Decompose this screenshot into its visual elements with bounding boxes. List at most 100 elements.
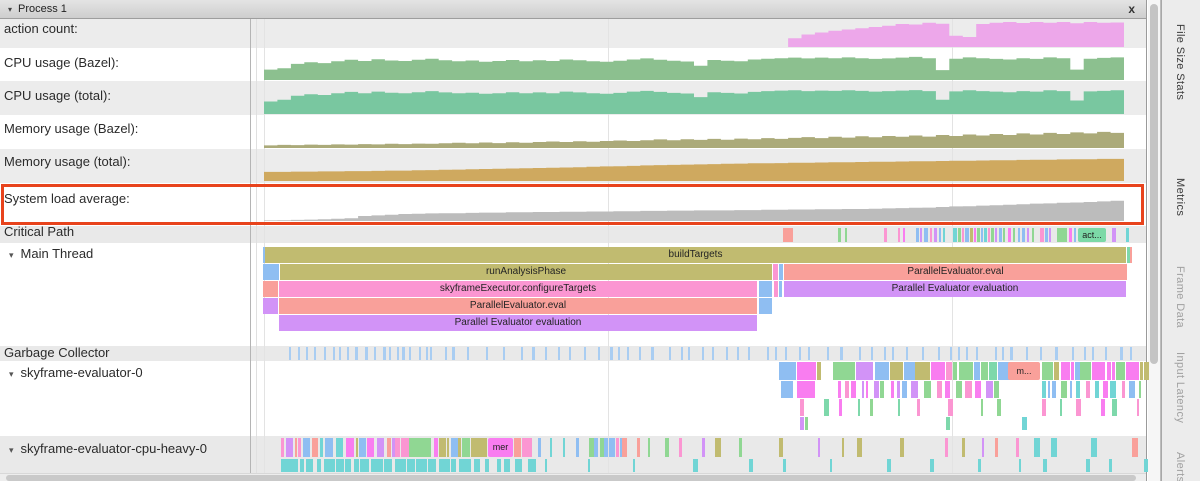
trace-tick[interactable]	[833, 362, 855, 380]
area-chart-5[interactable]	[264, 193, 1124, 221]
trace-tick[interactable]	[840, 347, 843, 360]
trace-tick[interactable]	[701, 347, 705, 360]
trace-tick[interactable]	[336, 459, 345, 472]
trace-tick[interactable]	[924, 381, 931, 398]
expander-triangle-icon[interactable]: ▾	[9, 369, 14, 379]
trace-tick[interactable]	[514, 459, 522, 472]
trace-tick[interactable]	[958, 362, 974, 380]
area-chart-3[interactable]	[264, 122, 1124, 148]
trace-tick[interactable]	[1130, 347, 1133, 360]
trace-tick[interactable]	[783, 228, 793, 242]
trace-tick[interactable]	[627, 347, 630, 360]
trace-tick[interactable]	[344, 459, 352, 472]
trace-tick[interactable]	[817, 362, 821, 380]
trace-slice[interactable]: ParallelEvaluator.eval	[784, 264, 1127, 280]
trace-tick[interactable]	[1144, 459, 1149, 472]
trace-tick[interactable]	[1083, 347, 1086, 360]
trace-tick[interactable]	[1112, 228, 1116, 242]
trace-tick[interactable]	[1085, 459, 1091, 472]
trace-tick[interactable]	[1080, 362, 1091, 380]
trace-tick[interactable]	[562, 438, 566, 457]
trace-tick[interactable]	[503, 347, 506, 360]
trace-tick[interactable]	[922, 347, 925, 360]
trace-tick[interactable]	[295, 438, 298, 457]
trace-tick[interactable]	[419, 347, 422, 360]
trace-tick[interactable]	[438, 438, 446, 457]
tab-file-size-stats[interactable]: File Size Stats	[1174, 24, 1186, 101]
trace-tick[interactable]	[538, 438, 542, 457]
trace-tick[interactable]	[486, 347, 489, 360]
trace-tick[interactable]	[446, 438, 449, 457]
trace-tick[interactable]	[452, 347, 455, 360]
trace-tick[interactable]	[1045, 228, 1048, 242]
trace-tick[interactable]	[995, 438, 998, 457]
trace-tick[interactable]	[497, 459, 501, 472]
trace-tick[interactable]	[416, 459, 427, 472]
trace-tick[interactable]	[839, 399, 843, 416]
trace-tick[interactable]	[958, 228, 961, 242]
trace-tick[interactable]	[1076, 381, 1081, 398]
trace-tick[interactable]	[997, 362, 1011, 380]
process-header[interactable]: ▾ Process 1 x	[0, 0, 1146, 19]
trace-tick[interactable]	[991, 228, 994, 242]
trace-tick[interactable]	[920, 228, 922, 242]
trace-slice[interactable]: buildTargets	[265, 247, 1126, 263]
trace-tick[interactable]	[366, 438, 374, 457]
trace-tick[interactable]	[857, 399, 861, 416]
trace-tick[interactable]	[1032, 228, 1034, 242]
trace-tick[interactable]	[774, 281, 778, 297]
trace-tick[interactable]	[1049, 228, 1051, 242]
trace-tick[interactable]	[945, 438, 948, 457]
trace-tick[interactable]	[931, 362, 945, 380]
trace-tick[interactable]	[289, 347, 292, 360]
trace-tick[interactable]	[1139, 362, 1144, 380]
trace-tick[interactable]	[829, 459, 832, 472]
trace-tick[interactable]	[520, 347, 524, 360]
trace-tick[interactable]	[388, 347, 392, 360]
trace-tick[interactable]	[639, 347, 642, 360]
trace-tick[interactable]	[401, 438, 410, 457]
trace-tick[interactable]	[407, 459, 415, 472]
trace-tick[interactable]	[622, 438, 627, 457]
trace-tick[interactable]	[1057, 228, 1067, 242]
trace-tick[interactable]	[392, 438, 395, 457]
trace-tick[interactable]	[616, 438, 620, 457]
trace-tick[interactable]	[466, 347, 470, 360]
trace-tick[interactable]	[988, 228, 990, 242]
trace-tick[interactable]	[747, 347, 751, 360]
trace-tick[interactable]	[1136, 399, 1139, 416]
trace-tick[interactable]	[316, 459, 321, 472]
trace-tick[interactable]	[953, 228, 957, 242]
trace-tick[interactable]	[384, 459, 392, 472]
trace-tick[interactable]	[956, 381, 963, 398]
trace-tick[interactable]	[610, 438, 616, 457]
expander-triangle-icon[interactable]: ▾	[9, 445, 14, 455]
trace-tick[interactable]	[1003, 228, 1005, 242]
trace-tick[interactable]	[288, 459, 298, 472]
trace-tick[interactable]	[784, 347, 787, 360]
trace-tick[interactable]	[545, 459, 548, 472]
trace-tick[interactable]	[924, 228, 928, 242]
trace-tick[interactable]	[782, 459, 786, 472]
trace-tick[interactable]	[1053, 362, 1060, 380]
trace-tick[interactable]	[1130, 247, 1132, 263]
trace-tick[interactable]	[945, 381, 950, 398]
trace-tick[interactable]	[934, 228, 937, 242]
trace-tick[interactable]	[397, 347, 400, 360]
trace-tick[interactable]	[425, 347, 428, 360]
trace-tick[interactable]	[800, 399, 804, 416]
trace-tick[interactable]	[333, 347, 336, 360]
trace-tick[interactable]	[1042, 399, 1046, 416]
trace-tick[interactable]	[966, 347, 969, 360]
tab-frame-data[interactable]: Frame Data	[1174, 266, 1186, 329]
trace-tick[interactable]	[1027, 228, 1029, 242]
trace-tick[interactable]	[841, 438, 845, 457]
trace-tick[interactable]	[1072, 347, 1075, 360]
trace-tick[interactable]	[861, 381, 864, 398]
trace-tick[interactable]	[484, 459, 490, 472]
trace-tick[interactable]	[759, 298, 772, 314]
trace-tick[interactable]	[1120, 347, 1123, 360]
trace-tick[interactable]	[1034, 438, 1040, 457]
trace-tick[interactable]	[545, 347, 548, 360]
trace-tick[interactable]	[984, 228, 987, 242]
